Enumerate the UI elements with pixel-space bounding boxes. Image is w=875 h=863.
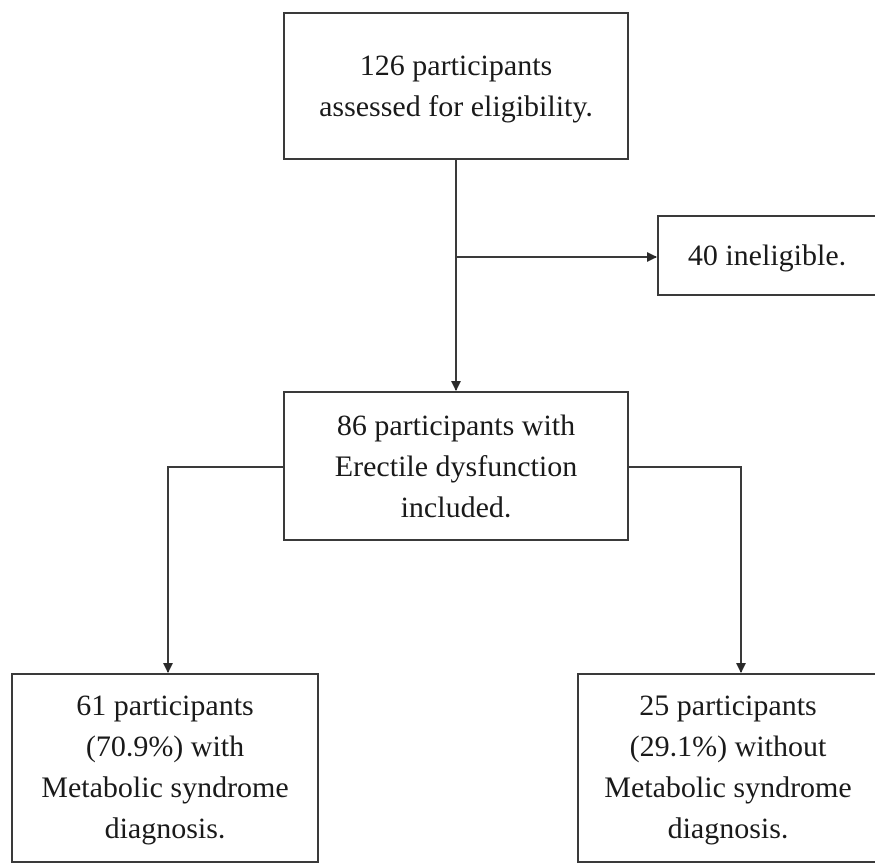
included-line-2: Erectile dysfunction (334, 449, 578, 483)
ineligible-box: 40 ineligible. (657, 215, 875, 296)
with-mets-line-1: 61 participants (76, 689, 254, 722)
connector-lines (163, 160, 746, 673)
without-mets-line-1: 25 participants (639, 689, 817, 722)
assessed-box: 126 participants assessed for eligibilit… (283, 12, 629, 160)
without-mets-line-2: (29.1%) without (629, 730, 827, 763)
assessed-line-2: assessed for eligibility. (319, 90, 593, 123)
without-mets-line-3: Metabolic syndrome (604, 771, 852, 804)
arrow-to-with-metabolic-syndrome (163, 466, 283, 673)
assessed-line-1: 126 participants (359, 49, 553, 82)
without-metabolic-syndrome-box: 25 participants (29.1%) without Metaboli… (577, 673, 875, 863)
included-line-3: included. (400, 490, 512, 524)
ineligible-line-1: 40 ineligible. (687, 239, 847, 272)
included-box: 86 participants with Erectile dysfunctio… (283, 391, 629, 541)
with-metabolic-syndrome-box: 61 participants (70.9%) with Metabolic s… (11, 673, 319, 863)
arrow-to-without-metabolic-syndrome (629, 466, 746, 673)
included-line-1: 86 participants with (336, 408, 576, 442)
without-mets-line-4: diagnosis. (667, 812, 789, 845)
with-mets-line-3: Metabolic syndrome (41, 771, 289, 804)
with-mets-line-4: diagnosis. (104, 812, 226, 845)
with-mets-line-2: (70.9%) with (85, 730, 245, 763)
